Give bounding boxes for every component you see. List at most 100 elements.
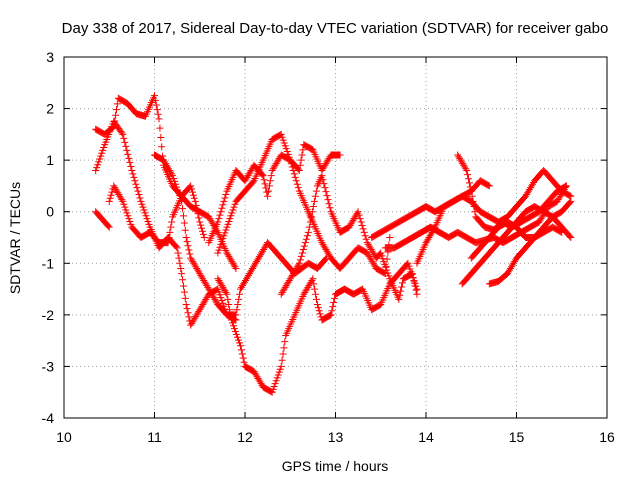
data-point: [411, 282, 419, 290]
data-point: [261, 180, 269, 188]
data-point: [164, 239, 172, 247]
data-point: [268, 388, 276, 396]
data-point: [230, 325, 238, 333]
data-point: [294, 261, 302, 269]
data-point: [180, 219, 188, 227]
data-point: [191, 197, 199, 205]
data-point: [354, 208, 362, 216]
data-point: [413, 290, 421, 298]
y-tick-label: -1: [42, 255, 55, 271]
data-point: [468, 192, 476, 200]
y-tick-label: 3: [46, 49, 54, 65]
data-point: [131, 177, 139, 185]
data-point: [265, 187, 273, 195]
data-point: [188, 185, 196, 193]
data-point: [284, 150, 292, 158]
data-point: [127, 220, 135, 228]
data-point: [192, 202, 200, 210]
data-point: [323, 192, 331, 200]
data-point: [104, 222, 112, 230]
data-point: [359, 225, 367, 233]
data-point: [299, 246, 307, 254]
data-point: [395, 295, 403, 303]
data-point: [180, 288, 188, 296]
data-point: [311, 285, 319, 293]
data-point: [227, 316, 235, 324]
y-tick-label: -3: [42, 358, 55, 374]
data-point: [193, 206, 201, 214]
data-point: [294, 184, 302, 192]
data-point: [237, 346, 245, 354]
data-point: [176, 259, 184, 267]
data-point: [126, 158, 134, 166]
data-point: [214, 218, 222, 226]
data-point: [223, 223, 231, 231]
data-point: [321, 184, 329, 192]
y-axis-label: SDTVAR / TECUs: [7, 182, 23, 294]
x-tick-label: 10: [56, 429, 72, 445]
data-point: [292, 177, 300, 185]
data-point: [360, 228, 368, 236]
data-point: [170, 174, 178, 182]
data-point: [306, 218, 314, 226]
data-point: [216, 243, 224, 251]
data-point: [197, 221, 205, 229]
data-point: [265, 182, 273, 190]
data-point: [143, 215, 151, 223]
data-point: [271, 380, 279, 388]
data-point: [179, 205, 187, 213]
data-point: [119, 197, 127, 205]
data-point: [462, 165, 470, 173]
series-s6: [214, 130, 394, 278]
data-point: [331, 294, 339, 302]
data-point: [301, 239, 309, 247]
data-point: [269, 385, 277, 393]
data-point: [308, 208, 316, 216]
data-point: [168, 170, 176, 178]
data-point: [106, 194, 114, 202]
data-point: [118, 129, 126, 137]
data-point: [225, 301, 233, 309]
data-point: [463, 166, 471, 174]
data-point: [224, 220, 232, 228]
data-point: [222, 226, 230, 234]
data-point: [198, 227, 206, 235]
data-point: [298, 249, 306, 257]
data-point: [166, 228, 174, 236]
data-point: [234, 301, 242, 309]
data-point: [406, 265, 414, 273]
data-point: [224, 295, 232, 303]
data-point: [377, 249, 385, 257]
data-point: [190, 194, 198, 202]
x-tick-label: 11: [147, 429, 162, 445]
data-point: [226, 215, 234, 223]
data-point: [126, 217, 134, 225]
data-point: [258, 170, 266, 178]
data-point: [329, 303, 337, 311]
data-point: [189, 188, 197, 196]
data-point: [165, 234, 173, 241]
data-point: [464, 171, 472, 179]
data-point: [177, 195, 185, 203]
data-point: [122, 142, 130, 150]
data-point: [124, 150, 132, 158]
data-point: [273, 374, 281, 382]
data-point: [286, 156, 294, 164]
data-point: [295, 259, 303, 267]
data-points: [92, 92, 575, 396]
x-tick-label: 16: [599, 429, 615, 445]
data-point: [175, 189, 183, 197]
data-point: [314, 304, 322, 312]
data-point: [471, 208, 479, 216]
data-point: [409, 274, 417, 282]
data-point: [222, 289, 230, 297]
series-s3: [92, 182, 208, 247]
data-point: [214, 285, 222, 293]
series-s7: [214, 259, 421, 396]
data-point: [217, 240, 225, 248]
data-point: [174, 249, 182, 257]
data-point: [215, 246, 223, 254]
data-point: [277, 130, 285, 138]
data-point: [278, 356, 286, 364]
